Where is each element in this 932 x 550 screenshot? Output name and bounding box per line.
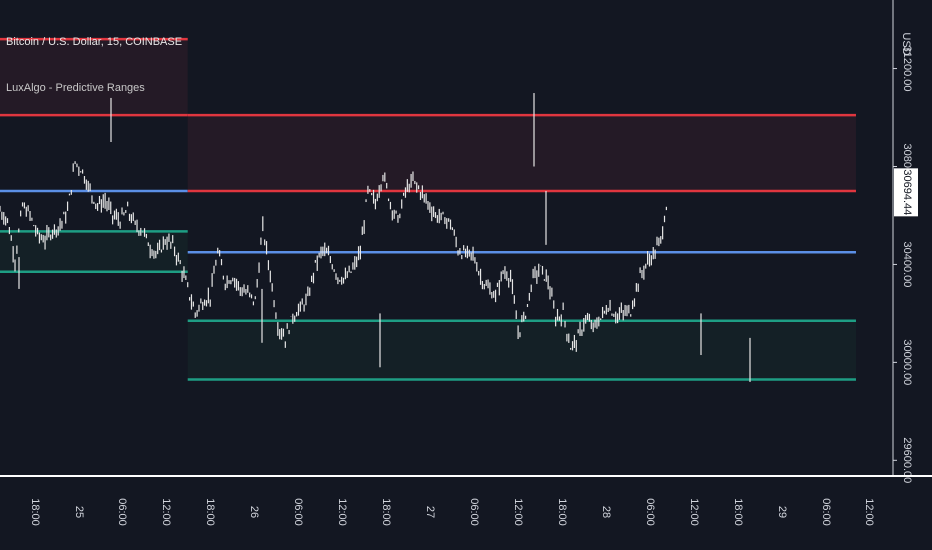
time-tick-label: 12:00 [512,498,524,526]
time-tick-label: 12:00 [863,498,875,526]
time-tick-label: 18:00 [556,498,568,526]
time-tick-label: 12:00 [336,498,348,526]
time-tick-label: 06:00 [820,498,832,526]
lower-zone-1 [187,320,856,380]
price-axis-bg [893,0,932,550]
time-tick-label: 06:00 [116,498,128,526]
time-tick-label: 27 [424,506,436,518]
symbol-title[interactable]: Bitcoin / U.S. Dollar, 15, COINBASE [6,36,183,48]
time-tick-label: 29 [776,506,788,518]
time-tick-label: 18:00 [732,498,744,526]
time-tick-label: 12:00 [160,498,172,526]
price-axis-currency: USD [900,32,912,55]
price-tick-label: 29600.00 [901,437,913,483]
time-tick-label: 06:00 [468,498,480,526]
time-tick-label: 18:00 [204,498,216,526]
time-tick-label: 25 [73,506,85,518]
lower-zone-0 [0,231,188,272]
time-tick-label: 26 [248,506,260,518]
price-tick-label: 30400.00 [901,241,913,287]
indicator-label[interactable]: LuxAlgo - Predictive Ranges [6,82,145,94]
last-price-badge [894,168,918,217]
upper-zone-0 [0,39,188,116]
last-price-label: 30694.44 [901,169,913,215]
time-tick-label: 06:00 [292,498,304,526]
time-tick-label: 18:00 [380,498,392,526]
price-tick-label: 30000.00 [901,339,913,385]
time-tick-label: 18:00 [29,498,41,526]
price-tick-label: 31200.00 [901,46,913,92]
time-tick-label: 28 [600,506,612,518]
time-tick-label: 12:00 [688,498,700,526]
time-tick-label: 06:00 [644,498,656,526]
upper-zone-1 [187,115,856,191]
